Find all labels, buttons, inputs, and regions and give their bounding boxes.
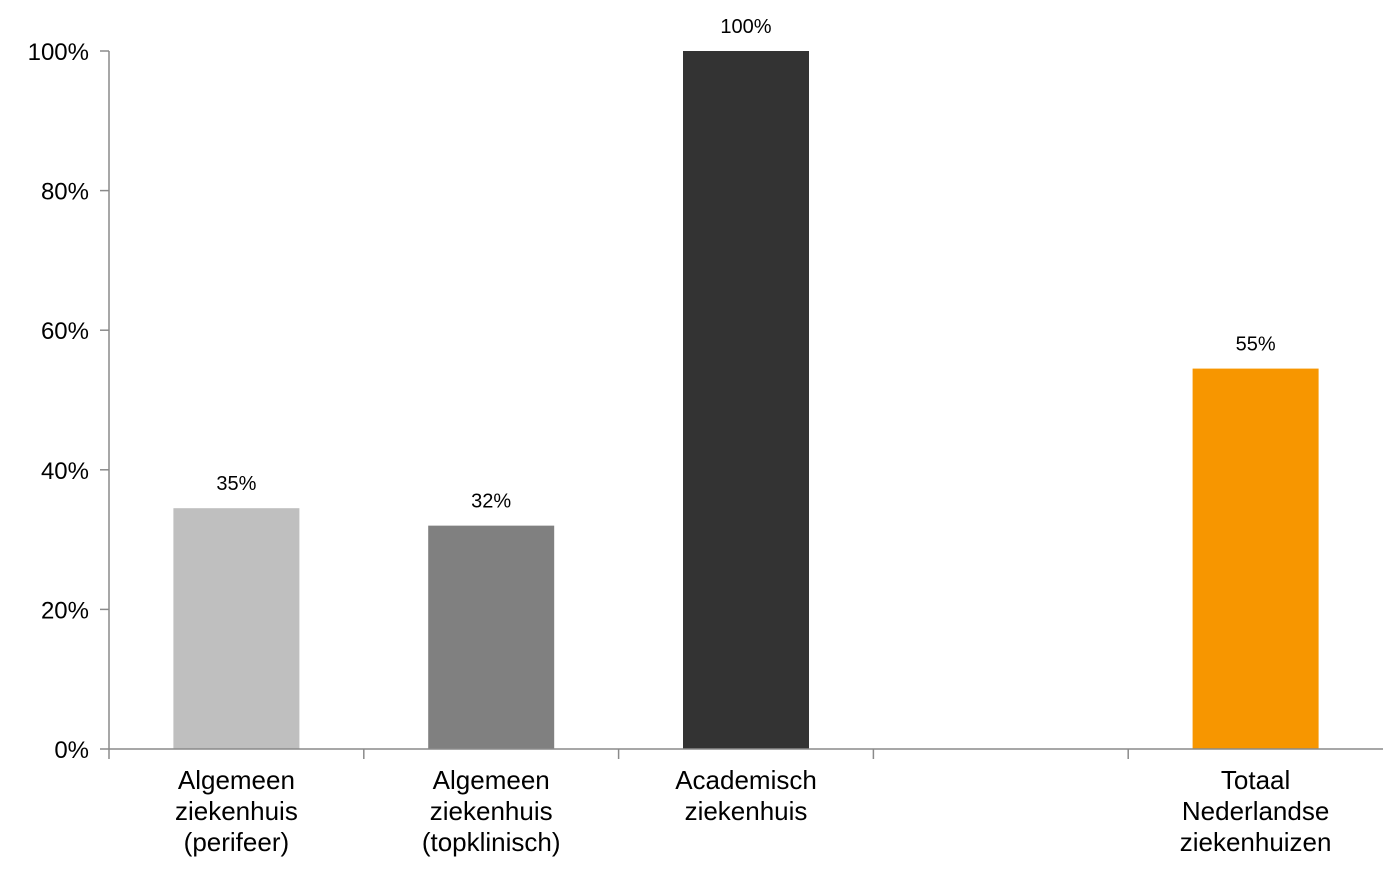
category-label: Algemeen ziekenhuis (perifeer): [175, 765, 298, 857]
bar: [173, 508, 300, 749]
data-label: 55%: [1236, 334, 1276, 356]
x-axis-ticks: [108, 749, 1129, 759]
data-label: 32%: [471, 491, 511, 513]
data-labels: 35% 32% 100% 55%: [216, 16, 1275, 513]
data-label: 100%: [720, 16, 771, 38]
y-tick-label: 60%: [41, 318, 89, 345]
bar: [428, 525, 555, 749]
bars: [173, 51, 1319, 749]
y-tick-label: 80%: [41, 179, 89, 206]
y-tick-label: 0%: [54, 737, 89, 764]
category-label: Totaal Nederlandse ziekenhuizen: [1180, 765, 1332, 857]
category-label: Academisch ziekenhuis: [675, 765, 817, 826]
y-axis-ticks: 0% 20% 40% 60% 80% 100%: [28, 39, 109, 764]
y-tick-label: 100%: [28, 39, 89, 66]
category-label: Algemeen ziekenhuis (topklinisch): [422, 765, 561, 857]
bar: [1192, 368, 1319, 749]
category-labels: Algemeen ziekenhuis (perifeer) Algemeen ziek…: [175, 765, 1332, 857]
data-label: 35%: [216, 473, 256, 495]
y-tick-label: 20%: [41, 597, 89, 624]
bar: [683, 51, 809, 749]
y-tick-label: 40%: [41, 458, 89, 485]
